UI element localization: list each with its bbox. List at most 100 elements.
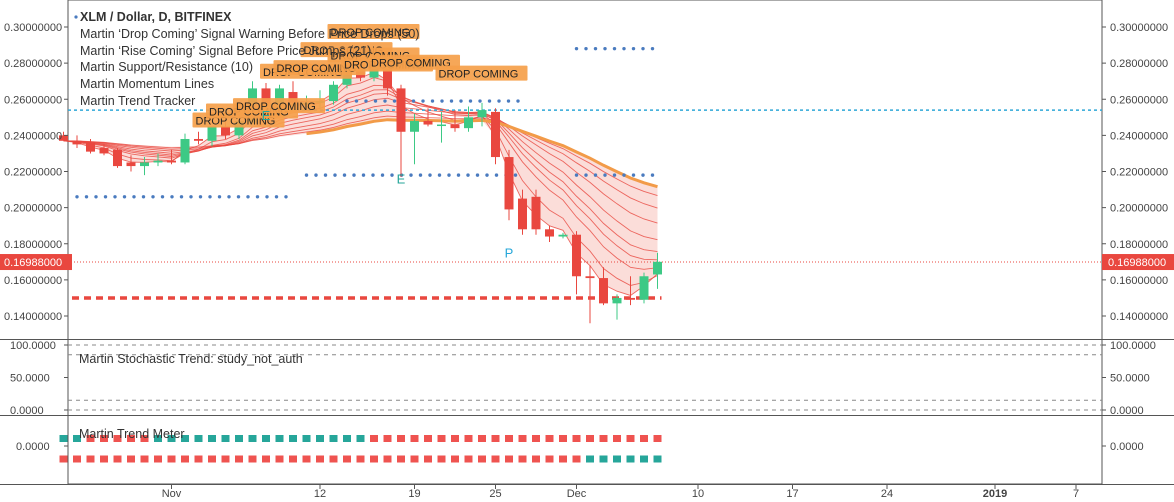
candle-body[interactable]	[423, 120, 433, 125]
candle[interactable]	[194, 131, 203, 145]
candle[interactable]	[396, 84, 406, 177]
meter-cell	[329, 455, 338, 463]
candle[interactable]	[180, 133, 190, 165]
level-dot	[208, 195, 212, 199]
candle[interactable]	[410, 113, 419, 165]
candle[interactable]	[72, 135, 82, 149]
candle[interactable]	[450, 110, 460, 132]
candle-body[interactable]	[572, 234, 581, 277]
candle[interactable]	[477, 102, 487, 127]
candle-body[interactable]	[639, 276, 649, 300]
candle[interactable]	[585, 265, 595, 324]
candle[interactable]	[329, 81, 338, 105]
time-axis[interactable]: Nov 12 19 25 Dec 10 17 24 2019 7	[162, 484, 1079, 500]
candle[interactable]	[59, 131, 68, 141]
candle-body[interactable]	[99, 148, 109, 154]
meter-cell	[167, 435, 176, 442]
meter-cell	[599, 455, 608, 463]
candle-body[interactable]	[653, 261, 662, 275]
candle-body[interactable]	[194, 138, 203, 141]
level-dot	[265, 195, 269, 199]
candle-body[interactable]	[599, 278, 608, 304]
legend-rise-coming[interactable]: Martin ‘Rise Coming’ Signal Before Price…	[80, 44, 371, 58]
meter-cell	[410, 435, 419, 442]
candle-body[interactable]	[167, 160, 176, 163]
meter-cell	[73, 455, 81, 463]
candle[interactable]	[558, 232, 568, 239]
candle[interactable]	[464, 106, 473, 132]
candle[interactable]	[572, 231, 581, 295]
candle[interactable]	[612, 294, 622, 320]
candle[interactable]	[518, 189, 527, 235]
candle[interactable]	[113, 148, 122, 168]
candle-body[interactable]	[140, 162, 149, 167]
candle[interactable]	[86, 138, 95, 154]
level-dot	[574, 173, 579, 177]
candle-body[interactable]	[612, 297, 622, 304]
price-axis[interactable]: 0.30000000 0.30000000 0.28000000 0.28000000…	[0, 22, 1174, 323]
candle-body[interactable]	[545, 229, 554, 237]
meter-cell	[518, 435, 527, 442]
candle-body[interactable]	[221, 126, 230, 136]
candle[interactable]	[626, 276, 635, 306]
candle-body[interactable]	[288, 92, 298, 103]
candle[interactable]	[153, 153, 163, 167]
candle-body[interactable]	[450, 124, 460, 129]
trend-meter-title[interactable]: Martin Trend Meter	[79, 427, 185, 441]
candle[interactable]	[545, 225, 554, 242]
stochastic-title[interactable]: Martin Stochastic Trend: study_not_auth	[79, 352, 303, 366]
meter-cell	[572, 435, 581, 442]
candle[interactable]	[639, 272, 649, 304]
candle-body[interactable]	[207, 126, 217, 141]
candle-body[interactable]	[396, 88, 406, 132]
meter-cell	[397, 435, 405, 442]
candle-body[interactable]	[531, 196, 541, 230]
meter-cell	[545, 435, 554, 442]
candle-body[interactable]	[558, 234, 568, 237]
candle[interactable]	[504, 149, 514, 221]
candle-body[interactable]	[477, 110, 487, 118]
candle-body[interactable]	[86, 142, 95, 152]
candle-body[interactable]	[383, 66, 392, 89]
candle-body[interactable]	[234, 120, 244, 136]
candle[interactable]	[99, 144, 109, 156]
candle[interactable]	[599, 267, 608, 306]
candle-body[interactable]	[153, 160, 163, 163]
candle[interactable]	[437, 111, 446, 143]
candle-body[interactable]	[504, 157, 514, 210]
candle-body[interactable]	[329, 84, 338, 102]
legend-drop-coming[interactable]: Martin ‘Drop Coming’ Signal Warning Befo…	[80, 27, 419, 41]
candle-body[interactable]	[491, 111, 500, 158]
candle[interactable]	[207, 126, 217, 147]
candle-body[interactable]	[437, 124, 446, 127]
candle-body[interactable]	[626, 297, 635, 300]
candle[interactable]	[140, 157, 149, 176]
candle-body[interactable]	[113, 149, 122, 167]
candle-body[interactable]	[518, 198, 527, 230]
candle[interactable]	[491, 108, 500, 165]
level-dot	[411, 99, 416, 103]
last-price-badge-right	[1102, 254, 1174, 271]
candle-body[interactable]	[72, 140, 82, 145]
level-dot	[459, 99, 463, 103]
meter-cell	[532, 455, 540, 463]
level-dot	[437, 173, 442, 177]
candle[interactable]	[531, 189, 541, 235]
legend-trend-tracker[interactable]: Martin Trend Tracker	[80, 94, 195, 108]
candle-body[interactable]	[180, 138, 190, 163]
level-dot	[333, 173, 337, 177]
price-label-left: 0.28000000	[4, 58, 62, 70]
candle[interactable]	[653, 252, 662, 289]
legend-support-resistance[interactable]: Martin Support/Resistance (10)	[80, 60, 253, 74]
candle-body[interactable]	[59, 135, 68, 141]
candle-body[interactable]	[369, 66, 379, 78]
legend-momentum-lines[interactable]: Martin Momentum Lines	[80, 77, 214, 91]
candle-body[interactable]	[464, 117, 473, 129]
candle-body[interactable]	[585, 276, 595, 279]
candle[interactable]	[167, 149, 176, 165]
candle-body[interactable]	[410, 120, 419, 132]
candle[interactable]	[423, 108, 433, 127]
candle[interactable]	[126, 155, 136, 172]
candle-body[interactable]	[126, 162, 136, 167]
